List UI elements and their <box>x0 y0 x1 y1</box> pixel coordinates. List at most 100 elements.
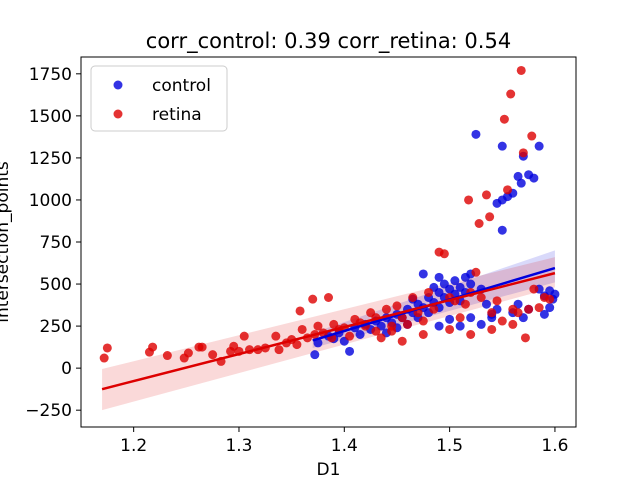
y-tick-label: 500 <box>40 275 72 295</box>
retina-regression-line <box>101 271 556 391</box>
retina-point <box>455 313 465 323</box>
legend: control retina <box>90 65 228 132</box>
y-tick-label: 750 <box>40 233 72 253</box>
retina-point <box>545 294 555 304</box>
y-tick-label: 1250 <box>29 149 72 169</box>
retina-point <box>439 249 449 259</box>
control-point <box>466 313 476 323</box>
retina-point <box>183 348 193 358</box>
control-point <box>466 279 476 289</box>
retina-point <box>471 267 481 277</box>
legend-marker-retina <box>113 109 123 119</box>
retina-point <box>518 148 528 158</box>
control-point <box>434 272 444 282</box>
chart-title: corr_control: 0.39 corr_retina: 0.54 <box>146 29 511 54</box>
x-tick-label: 1.4 <box>331 436 358 456</box>
x-tick-label: 1.2 <box>120 436 147 456</box>
control-point <box>497 225 507 235</box>
retina-point <box>508 319 518 329</box>
control-point <box>481 299 491 309</box>
control-point <box>513 171 523 181</box>
retina-point <box>497 316 507 326</box>
retina-point <box>492 296 502 306</box>
retina-point <box>534 303 544 313</box>
retina-point <box>506 89 516 99</box>
retina-point <box>429 304 439 314</box>
retina-point <box>324 293 333 302</box>
control-point <box>355 330 365 339</box>
control-point <box>345 346 355 356</box>
retina-point <box>102 343 112 353</box>
retina-point <box>487 308 497 318</box>
legend-marker-control <box>113 80 123 90</box>
retina-point <box>402 319 412 329</box>
retina-point <box>392 301 402 311</box>
retina-point <box>464 195 474 205</box>
x-axis-title: D1 <box>317 460 341 480</box>
retina-point <box>503 185 513 195</box>
control-point <box>539 309 549 319</box>
retina-point <box>516 65 526 75</box>
retina-point <box>274 345 284 355</box>
retina-point <box>313 321 323 331</box>
control-point <box>471 129 481 139</box>
retina-point <box>208 350 218 360</box>
retina-point <box>371 326 381 336</box>
y-tick-label: 1750 <box>29 65 72 85</box>
retina-point <box>527 131 537 141</box>
legend-label-control: control <box>152 76 211 96</box>
retina-point <box>520 333 530 343</box>
y-tick-label: −250 <box>25 401 72 421</box>
regression-lines <box>101 266 556 391</box>
retina-point <box>474 219 484 228</box>
retina-point <box>487 324 497 334</box>
retina-point <box>297 324 307 334</box>
retina-point <box>460 299 470 309</box>
retina-point <box>445 324 455 334</box>
control-point <box>545 303 555 313</box>
y-tick-label: 250 <box>40 317 72 337</box>
y-axis-ticks: −250 0 250 500 750 1000 1250 1500 1750 <box>25 65 81 421</box>
retina-point <box>271 331 281 341</box>
retina-point <box>99 353 109 363</box>
control-point <box>534 141 544 151</box>
retina-point <box>397 336 407 346</box>
control-point <box>497 141 507 151</box>
retina-point <box>476 293 486 302</box>
control-point <box>418 269 428 279</box>
y-axis-title: intersection_points <box>0 161 13 323</box>
retina-point <box>513 308 523 318</box>
control-point <box>450 276 460 286</box>
retina-point <box>148 342 158 352</box>
retina-point <box>529 284 539 294</box>
retina-point <box>481 190 491 200</box>
y-tick-label: 1500 <box>29 107 72 127</box>
x-tick-label: 1.5 <box>436 436 463 456</box>
retina-point <box>376 333 386 343</box>
retina-point <box>424 287 434 297</box>
control-point <box>476 319 486 329</box>
retina-point <box>345 331 355 341</box>
retina-point <box>485 212 495 222</box>
retina-point <box>524 304 534 314</box>
x-axis-ticks: 1.2 1.3 1.4 1.5 1.6 <box>120 427 568 456</box>
y-tick-label: 0 <box>61 359 72 379</box>
x-tick-label: 1.6 <box>541 436 568 456</box>
y-tick-label: 1000 <box>29 191 72 211</box>
retina-point <box>418 330 428 339</box>
control-point <box>310 350 320 360</box>
retina-point <box>499 114 509 124</box>
retina-point <box>466 330 476 339</box>
retina-point <box>239 331 249 341</box>
retina-point <box>408 293 418 302</box>
retina-point <box>381 304 391 314</box>
retina-point <box>295 306 305 316</box>
control-point <box>445 314 455 324</box>
control-point <box>529 173 539 183</box>
retina-point <box>292 340 302 350</box>
retina-point <box>308 294 318 304</box>
retina-point <box>162 351 172 361</box>
legend-label-retina: retina <box>152 105 202 125</box>
x-tick-label: 1.3 <box>225 436 252 456</box>
